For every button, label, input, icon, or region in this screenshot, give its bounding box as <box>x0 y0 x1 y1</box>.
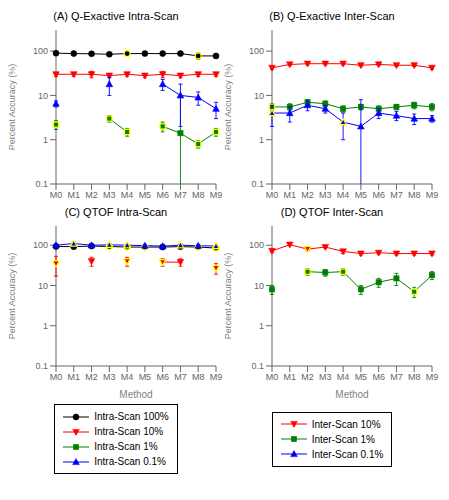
svg-text:M8: M8 <box>408 190 421 200</box>
svg-text:Method: Method <box>335 389 368 400</box>
svg-text:10: 10 <box>38 91 48 101</box>
svg-text:M3: M3 <box>319 190 332 200</box>
svg-text:M4: M4 <box>337 372 350 382</box>
svg-text:Percent Accuracy (%): Percent Accuracy (%) <box>8 253 17 340</box>
svg-text:100: 100 <box>33 46 48 56</box>
html-text:Intra-Scan 1%: Intra-Scan 1% <box>94 441 158 452</box>
svg-text:M0: M0 <box>50 372 63 382</box>
svg-text:0.1: 0.1 <box>35 361 48 371</box>
svg-text:M9: M9 <box>210 372 223 382</box>
html-text:Intra-Scan 10%: Intra-Scan 10% <box>94 426 164 437</box>
svg-text:1: 1 <box>259 321 264 331</box>
svg-text:0.1: 0.1 <box>251 361 264 371</box>
svg-text:1: 1 <box>43 321 48 331</box>
svg-text:10: 10 <box>38 281 48 291</box>
svg-text:M1: M1 <box>68 190 81 200</box>
svg-text:M6: M6 <box>156 372 169 382</box>
svg-text:M7: M7 <box>174 190 187 200</box>
svg-text:1: 1 <box>259 135 264 145</box>
svg-text:M2: M2 <box>85 190 98 200</box>
svg-text:M6: M6 <box>372 372 385 382</box>
svg-text:M0: M0 <box>266 190 279 200</box>
html-text:(B) Q-Exactive Inter-Scan: (B) Q-Exactive Inter-Scan <box>269 10 395 22</box>
svg-text:M5: M5 <box>139 372 152 382</box>
svg-text:M0: M0 <box>50 190 63 200</box>
svg-text:M6: M6 <box>156 190 169 200</box>
svg-text:M7: M7 <box>174 372 187 382</box>
svg-text:M9: M9 <box>426 190 439 200</box>
svg-text:10: 10 <box>254 91 264 101</box>
svg-text:M2: M2 <box>85 372 98 382</box>
html-text:(A) Q-Exactive Intra-Scan: (A) Q-Exactive Intra-Scan <box>53 10 179 22</box>
svg-text:M1: M1 <box>68 372 81 382</box>
svg-text:M3: M3 <box>319 372 332 382</box>
svg-text:M8: M8 <box>408 372 421 382</box>
svg-text:M3: M3 <box>103 372 116 382</box>
html-text:(D) QTOF Inter-Scan: (D) QTOF Inter-Scan <box>280 206 384 218</box>
svg-text:10: 10 <box>254 281 264 291</box>
html-text:Intra-Scan 0.1%: Intra-Scan 0.1% <box>94 456 166 467</box>
svg-text:M2: M2 <box>301 372 314 382</box>
svg-text:1: 1 <box>43 135 48 145</box>
svg-text:M2: M2 <box>301 190 314 200</box>
svg-text:M6: M6 <box>372 190 385 200</box>
html-text:(C) QTOF Intra-Scan: (C) QTOF Intra-Scan <box>64 206 168 218</box>
svg-text:M4: M4 <box>121 372 134 382</box>
svg-text:M7: M7 <box>390 372 403 382</box>
svg-text:100: 100 <box>33 240 48 250</box>
svg-text:M4: M4 <box>121 190 134 200</box>
svg-text:100: 100 <box>249 240 264 250</box>
svg-text:M1: M1 <box>284 372 297 382</box>
html-text:Inter-Scan 10%: Inter-Scan 10% <box>311 418 381 430</box>
svg-text:Percent Accuracy (%): Percent Accuracy (%) <box>224 253 233 340</box>
svg-text:M5: M5 <box>355 190 368 200</box>
svg-text:100: 100 <box>249 46 264 56</box>
svg-text:M7: M7 <box>390 190 403 200</box>
html-text:Inter-Scan 0.1%: Inter-Scan 0.1% <box>311 448 384 460</box>
svg-text:Percent Accuracy (%): Percent Accuracy (%) <box>224 64 233 151</box>
svg-text:M3: M3 <box>103 190 116 200</box>
svg-text:M9: M9 <box>426 372 439 382</box>
svg-text:M5: M5 <box>139 190 152 200</box>
html-text:Inter-Scan 1%: Inter-Scan 1% <box>311 433 375 445</box>
svg-text:Percent Accuracy (%): Percent Accuracy (%) <box>8 64 17 151</box>
svg-text:Method: Method <box>119 389 152 400</box>
svg-text:0.1: 0.1 <box>251 179 264 189</box>
svg-text:M5: M5 <box>355 372 368 382</box>
svg-text:M0: M0 <box>266 372 279 382</box>
svg-text:0.1: 0.1 <box>35 179 48 189</box>
svg-text:M9: M9 <box>210 190 223 200</box>
svg-text:M8: M8 <box>192 190 205 200</box>
svg-text:M8: M8 <box>192 372 205 382</box>
svg-text:M1: M1 <box>284 190 297 200</box>
svg-text:M4: M4 <box>337 190 350 200</box>
html-text:Intra-Scan 100%: Intra-Scan 100% <box>94 411 169 422</box>
